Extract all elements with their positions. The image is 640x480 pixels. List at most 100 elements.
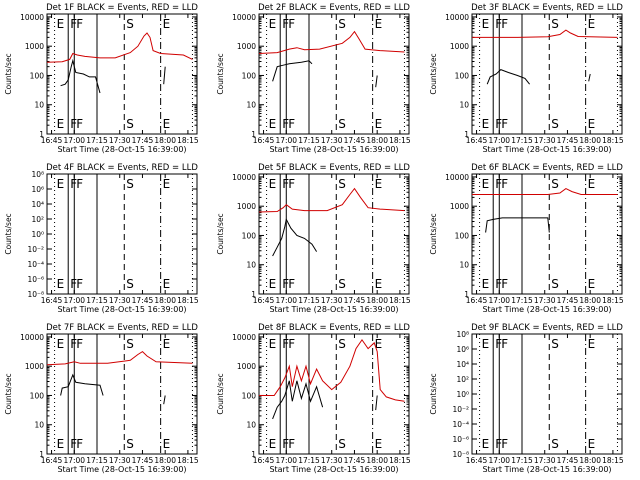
y-tick-label: 100 [242,71,257,80]
y-tick-label: 10 [34,101,44,110]
panel-title: Det 1F BLACK = Events, RED = LLD [46,3,198,13]
x-tick-label: 17:00 [275,456,297,465]
y-tick-label: 1000 [450,42,469,51]
event-marker-label-top: F [501,337,508,351]
x-tick-label: 18:15 [389,296,411,305]
event-marker-label-top: S [126,177,134,191]
x-tick-label: 17:45 [344,456,366,465]
y-axis-label: Counts/sec [4,213,13,254]
event-marker-label-top: E [588,17,596,31]
x-tick-label: 17:15 [511,296,533,305]
x-tick-label: 17:45 [132,456,154,465]
x-tick-label: 17:30 [534,456,556,465]
event-marker-label-top: F [501,177,508,191]
x-tick-label: 18:00 [366,296,388,305]
x-axis-label: Start Time (28-Oct-15 16:39:00) [482,145,611,154]
event-marker-label-top: E [375,17,383,31]
x-tick-label: 18:00 [154,296,176,305]
event-marker-label-bottom: S [338,437,346,451]
y-tick-label: 10 [459,261,469,270]
event-marker-label-bottom: E [269,277,277,291]
y-tick-label: 10⁻⁶ [452,435,469,444]
event-marker-label-bottom: F [495,437,502,451]
event-marker-label-top: S [338,17,346,31]
event-marker-label-top: E [482,337,490,351]
y-tick-label: 10 [246,261,256,270]
x-tick-label: 17:30 [321,136,343,145]
x-tick-label: 17:45 [132,136,154,145]
plot-frame [471,333,623,455]
event-marker-label-bottom: F [501,117,508,131]
y-tick-label: 1000 [25,362,44,371]
event-marker-label-bottom: F [282,437,289,451]
y-axis-label: Counts/sec [216,53,225,94]
event-marker-label-top: S [126,17,134,31]
event-marker-label-bottom: E [375,277,383,291]
y-axis-label: Counts/sec [429,53,438,94]
x-axis-label: Start Time (28-Oct-15 16:39:00) [482,305,611,314]
y-tick-label: 100 [242,391,257,400]
y-axis-label: Counts/sec [216,373,225,414]
x-axis-label: Start Time (28-Oct-15 16:39:00) [57,145,186,154]
x-tick-label: 18:00 [579,136,601,145]
event-marker-label-top: F [495,177,502,191]
x-tick-label: 17:15 [86,456,108,465]
y-axis-label: Counts/sec [429,213,438,254]
panel-title: Det 2F BLACK = Events, RED = LLD [258,3,410,13]
panel-title: Det 3F BLACK = Events, RED = LLD [471,3,623,13]
y-tick-label: 1 [464,130,469,139]
panel-title: Det 8F BLACK = Events, RED = LLD [258,323,410,333]
y-tick-label: 100 [30,71,45,80]
y-tick-label: 1000 [237,202,256,211]
y-tick-label: 10⁻⁶ [27,275,44,284]
y-tick-label: 10⁰ [31,230,44,239]
event-marker-label-bottom: E [57,117,65,131]
event-marker-label-bottom: E [588,117,596,131]
x-tick-label: 17:00 [275,136,297,145]
y-tick-label: 10⁰ [456,390,469,399]
plot-frame [46,333,198,455]
y-tick-label: 10⁻⁴ [452,420,469,429]
x-tick-label: 17:00 [488,296,510,305]
lld-series-line [258,30,405,54]
y-axis-label: Counts/sec [4,373,13,414]
y-tick-label: 1 [251,450,256,459]
event-marker-label-top: F [282,337,289,351]
y-tick-label: 10⁻⁴ [27,260,44,269]
y-tick-label: 10000 [445,173,469,182]
x-tick-label: 18:15 [177,456,199,465]
x-tick-label: 17:30 [534,136,556,145]
x-tick-label: 16:45 [466,456,488,465]
x-tick-label: 18:15 [602,136,624,145]
event-marker-label-top: F [288,177,295,191]
x-tick-label: 17:15 [511,136,533,145]
event-marker-label-top: E [269,337,277,351]
x-tick-label: 16:45 [253,456,275,465]
event-marker-label-bottom: F [501,437,508,451]
event-marker-label-top: F [282,17,289,31]
event-marker-label-bottom: E [482,277,490,291]
event-marker-label-bottom: E [482,117,490,131]
x-axis-label: Start Time (28-Oct-15 16:39:00) [269,465,398,474]
y-tick-label: 10⁴ [456,360,469,369]
event-marker-label-top: E [57,177,65,191]
x-tick-label: 18:15 [389,136,411,145]
event-marker-label-top: S [338,177,346,191]
plot-frame [258,173,410,295]
x-tick-label: 18:00 [579,296,601,305]
y-tick-label: 10000 [232,13,256,22]
x-tick-label: 17:00 [488,136,510,145]
events-series-line [272,380,324,420]
lld-series-line [259,339,405,402]
x-tick-label: 18:15 [602,296,624,305]
event-marker-label-bottom: F [501,277,508,291]
event-marker-label-top: F [70,177,77,191]
event-marker-label-bottom: S [338,117,346,131]
x-tick-label: 17:30 [321,456,343,465]
y-tick-label: 10⁶ [31,185,44,194]
x-tick-label: 17:15 [298,296,320,305]
